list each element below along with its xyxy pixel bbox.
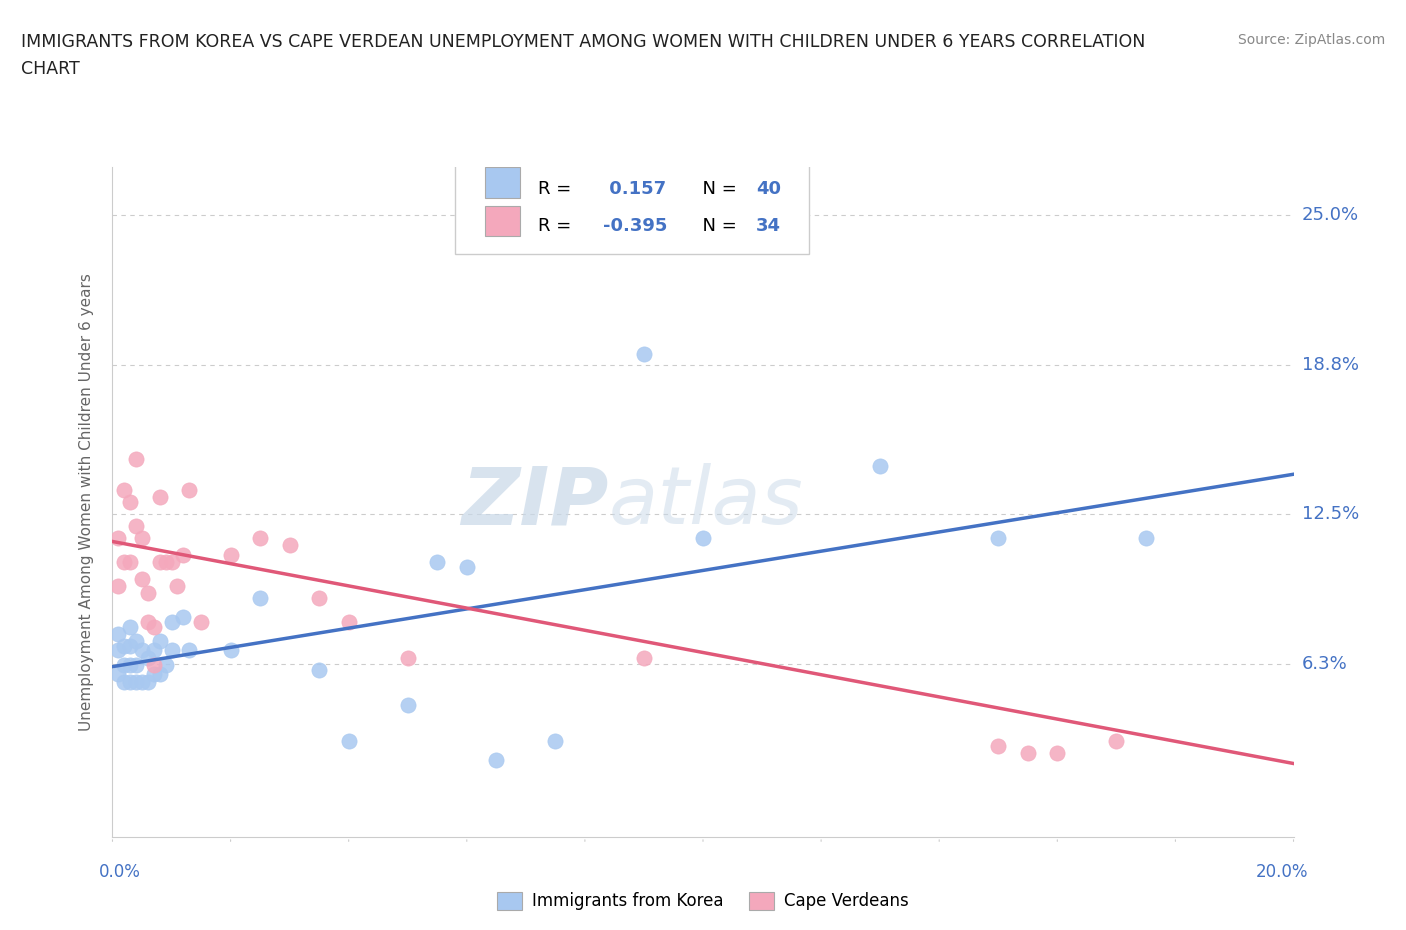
Point	[107, 578, 129, 593]
Point	[125, 519, 148, 534]
FancyBboxPatch shape	[456, 154, 810, 255]
Point	[112, 554, 135, 569]
Text: 40: 40	[756, 179, 782, 198]
Point	[107, 531, 129, 546]
Text: Source: ZipAtlas.com: Source: ZipAtlas.com	[1237, 33, 1385, 46]
Point	[308, 591, 330, 605]
Point	[219, 548, 242, 563]
Text: 18.8%: 18.8%	[1302, 355, 1358, 374]
Point	[149, 633, 172, 648]
Y-axis label: Unemployment Among Women with Children Under 6 years: Unemployment Among Women with Children U…	[79, 273, 94, 731]
Point	[107, 626, 129, 641]
Text: -0.395: -0.395	[603, 217, 666, 234]
FancyBboxPatch shape	[485, 206, 520, 235]
Point	[155, 658, 177, 672]
Point	[160, 554, 183, 569]
Point	[142, 643, 165, 658]
Point	[142, 658, 165, 672]
Point	[249, 531, 271, 546]
Point	[120, 554, 142, 569]
Point	[633, 347, 655, 362]
Text: ZIP: ZIP	[461, 463, 609, 541]
Point	[107, 643, 129, 658]
Text: 25.0%: 25.0%	[1302, 206, 1360, 224]
Point	[136, 615, 159, 630]
Text: 6.3%: 6.3%	[1302, 655, 1347, 672]
Point	[142, 619, 165, 634]
Point	[485, 753, 508, 768]
Point	[166, 578, 188, 593]
Point	[136, 586, 159, 601]
Point	[544, 734, 567, 749]
Text: 34: 34	[756, 217, 782, 234]
Text: R =: R =	[537, 217, 576, 234]
Point	[112, 674, 135, 689]
Point	[125, 674, 148, 689]
Point	[692, 531, 714, 546]
Point	[149, 490, 172, 505]
Point	[120, 674, 142, 689]
Text: N =: N =	[692, 179, 742, 198]
Text: IMMIGRANTS FROM KOREA VS CAPE VERDEAN UNEMPLOYMENT AMONG WOMEN WITH CHILDREN UND: IMMIGRANTS FROM KOREA VS CAPE VERDEAN UN…	[21, 33, 1146, 50]
Text: N =: N =	[692, 217, 742, 234]
Point	[396, 698, 419, 713]
Point	[426, 554, 449, 569]
Legend: Immigrants from Korea, Cape Verdeans: Immigrants from Korea, Cape Verdeans	[491, 885, 915, 917]
Text: 20.0%: 20.0%	[1256, 863, 1309, 882]
Point	[179, 643, 201, 658]
Text: R =: R =	[537, 179, 576, 198]
Point	[120, 619, 142, 634]
Point	[337, 615, 360, 630]
Text: 0.0%: 0.0%	[98, 863, 141, 882]
Point	[456, 559, 478, 574]
Point	[179, 483, 201, 498]
Point	[308, 662, 330, 677]
Point	[869, 458, 891, 473]
Point	[1105, 734, 1128, 749]
Point	[396, 650, 419, 665]
Point	[107, 667, 129, 682]
Point	[219, 643, 242, 658]
Text: atlas: atlas	[609, 463, 803, 541]
Point	[120, 658, 142, 672]
Point	[125, 452, 148, 467]
Point	[125, 633, 148, 648]
Point	[131, 674, 153, 689]
Point	[149, 554, 172, 569]
Point	[249, 591, 271, 605]
Point	[131, 571, 153, 586]
Point	[172, 609, 194, 624]
Point	[160, 643, 183, 658]
Text: CHART: CHART	[21, 60, 80, 78]
Point	[136, 674, 159, 689]
Point	[160, 615, 183, 630]
Point	[131, 531, 153, 546]
Point	[337, 734, 360, 749]
Point	[1135, 531, 1157, 546]
Point	[149, 667, 172, 682]
Point	[1046, 746, 1069, 761]
Point	[136, 650, 159, 665]
Point	[125, 658, 148, 672]
Point	[190, 615, 212, 630]
Point	[112, 483, 135, 498]
Point	[112, 638, 135, 653]
Point	[987, 531, 1010, 546]
Point	[155, 554, 177, 569]
Point	[485, 207, 508, 222]
Point	[120, 495, 142, 510]
Point	[142, 667, 165, 682]
Text: 0.157: 0.157	[603, 179, 665, 198]
Point	[987, 738, 1010, 753]
Point	[131, 643, 153, 658]
Point	[278, 538, 301, 552]
Point	[172, 548, 194, 563]
FancyBboxPatch shape	[485, 167, 520, 197]
Point	[633, 650, 655, 665]
Point	[1017, 746, 1039, 761]
Text: 12.5%: 12.5%	[1302, 505, 1360, 524]
Point	[112, 658, 135, 672]
Point	[120, 638, 142, 653]
